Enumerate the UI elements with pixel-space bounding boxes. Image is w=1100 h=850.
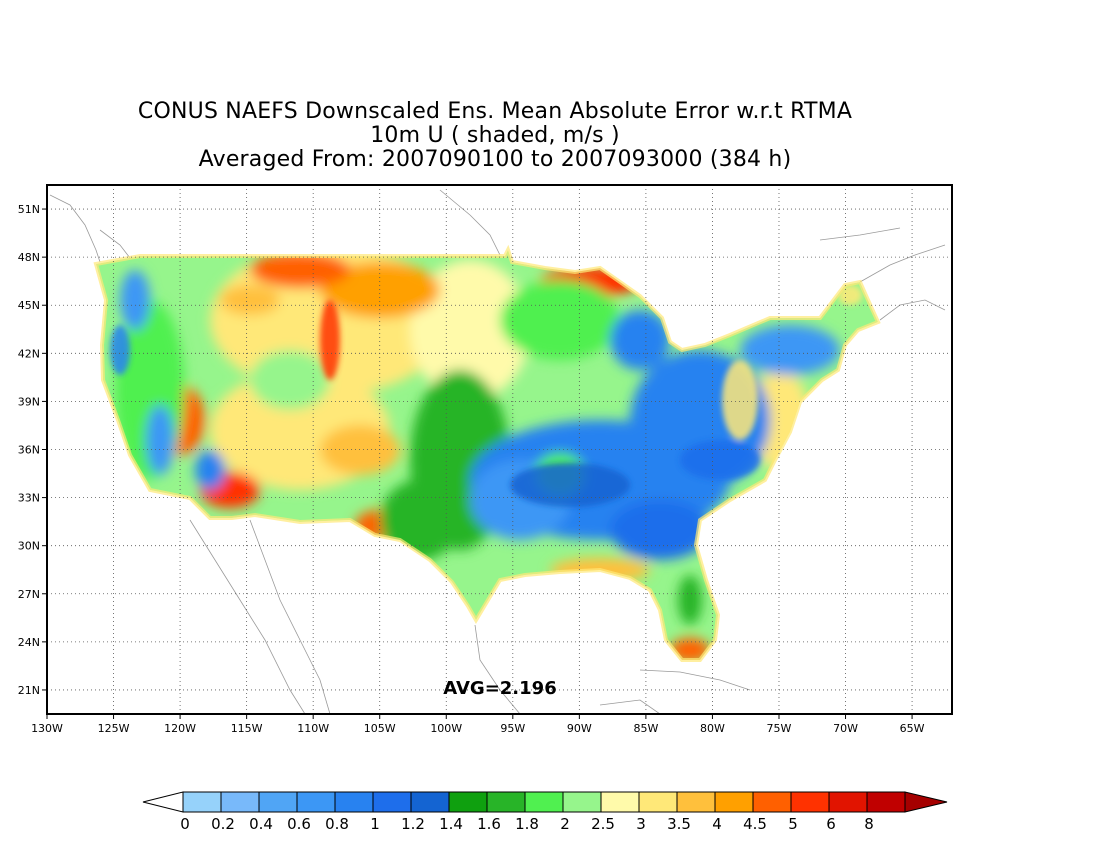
colorbar-label: 8 [864,815,874,833]
colorbar-label: 2 [560,815,570,833]
title-line-3: Averaged From: 2007090100 to 2007093000 … [198,147,792,172]
colorbar-over-arrow [904,791,948,813]
colorbar-swatch [182,791,222,813]
lat-tick-label: 21N [18,684,40,697]
lon-axis: 130W 125W 120W 115W 110W 105W 100W 95W 90W 85W 80W… [31,714,925,735]
lon-tick-label: 110W [297,722,329,735]
colorbar-swatch [296,791,336,813]
colorbar-swatch [790,791,830,813]
colorbar-label: 0.6 [287,815,311,833]
colorbar-swatch [638,791,678,813]
colorbar-swatch [676,791,716,813]
colorbar-label: 1.8 [515,815,539,833]
colorbar-swatch [828,791,868,813]
lon-tick-label: 120W [164,722,196,735]
colorbar-label: 5 [788,815,798,833]
lat-tick-label: 48N [18,251,40,264]
colorbar-swatch [334,791,374,813]
title-line-1: CONUS NAEFS Downscaled Ens. Mean Absolut… [137,99,853,124]
colorbar-swatch [562,791,602,813]
lat-tick-label: 24N [18,636,40,649]
colorbar-swatch [486,791,526,813]
avg-label: AVG=2.196 [443,678,556,699]
colorbar-swatch [448,791,488,813]
lat-tick-label: 36N [18,444,40,457]
lat-axis: 51N 48N 45N 42N 39N 36N 33N 30N 27N 24N 21N [18,203,47,697]
lon-tick-label: 85W [633,722,658,735]
colorbar-label: 1.2 [401,815,425,833]
colorbar-swatch [258,791,298,813]
lon-tick-label: 70W [833,722,858,735]
colorbar-label: 6 [826,815,836,833]
lon-tick-label: 100W [430,722,462,735]
colorbar-label: 1.4 [439,815,463,833]
map-title: CONUS NAEFS Downscaled Ens. Mean Absolut… [0,100,990,172]
lat-tick-label: 27N [18,588,40,601]
colorbar-swatch [220,791,260,813]
lon-tick-label: 105W [364,722,396,735]
lon-tick-label: 65W [900,722,925,735]
colorbar-label: 4 [712,815,722,833]
outside-coastlines [49,189,946,714]
colorbar-label: 0.8 [325,815,349,833]
colorbar-under-arrow [142,791,184,813]
colorbar-label: 2.5 [591,815,615,833]
map-grid [47,185,952,714]
lon-tick-label: 130W [31,722,63,735]
colorbar-label: 1.6 [477,815,501,833]
colorbar-swatch [600,791,640,813]
lat-tick-label: 30N [18,540,40,553]
colorbar: 0 0.2 0.4 0.6 0.8 1 1.2 1.4 1.6 1.8 2 2.5 3 3.5 4 4.5 5 6… [142,791,948,833]
colorbar-label: 0 [180,815,190,833]
lon-tick-label: 95W [500,722,525,735]
colorbar-label: 3 [636,815,646,833]
colorbar-swatch [714,791,754,813]
lat-tick-label: 51N [18,203,40,216]
colorbar-swatch [524,791,564,813]
lat-tick-label: 45N [18,299,40,312]
colorbar-swatch [866,791,906,813]
lat-tick-label: 33N [18,492,40,505]
colorbar-swatch [752,791,792,813]
colorbar-label: 0.4 [249,815,273,833]
colorbar-swatch [410,791,450,813]
title-line-2: 10m U ( shaded, m/s ) [370,123,620,148]
lat-tick-label: 39N [18,395,40,408]
colorbar-label: 4.5 [743,815,767,833]
lon-tick-label: 125W [98,722,130,735]
lon-tick-label: 115W [231,722,263,735]
colorbar-swatch [372,791,412,813]
lon-tick-label: 80W [700,722,725,735]
lat-tick-label: 42N [18,347,40,360]
lon-tick-label: 75W [767,722,792,735]
colorbar-label: 1 [370,815,380,833]
shaded-field [96,250,878,660]
colorbar-label: 0.2 [211,815,235,833]
lon-tick-label: 90W [567,722,592,735]
colorbar-label: 3.5 [667,815,691,833]
